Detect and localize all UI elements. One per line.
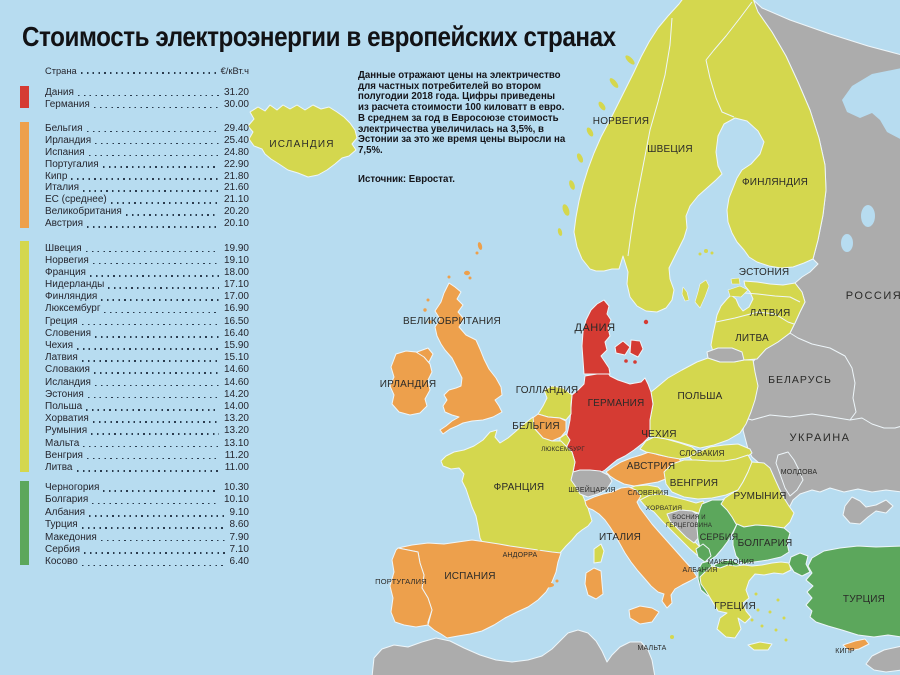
svg-text:ГЕРМАНИЯ: ГЕРМАНИЯ — [588, 398, 645, 409]
svg-text:БОСНИЯ И: БОСНИЯ И — [672, 515, 705, 521]
svg-text:ГРЕЦИЯ: ГРЕЦИЯ — [714, 601, 756, 612]
svg-text:МАКЕДОНИЯ: МАКЕДОНИЯ — [708, 559, 754, 566]
svg-text:ФРАНЦИЯ: ФРАНЦИЯ — [494, 482, 545, 493]
svg-text:НОРВЕГИЯ: НОРВЕГИЯ — [593, 116, 649, 127]
svg-text:ЭСТОНИЯ: ЭСТОНИЯ — [739, 267, 790, 278]
svg-text:ХОРВАТИЯ: ХОРВАТИЯ — [646, 505, 683, 512]
svg-text:БОЛГАРИЯ: БОЛГАРИЯ — [738, 538, 793, 549]
svg-text:ШВЕЙЦАРИЯ: ШВЕЙЦАРИЯ — [568, 485, 615, 494]
svg-text:ФИНЛЯНДИЯ: ФИНЛЯНДИЯ — [742, 177, 808, 188]
svg-text:ТУРЦИЯ: ТУРЦИЯ — [843, 594, 885, 605]
svg-text:ШВЕЦИЯ: ШВЕЦИЯ — [647, 144, 693, 155]
svg-text:ИТАЛИЯ: ИТАЛИЯ — [599, 532, 641, 543]
svg-text:ГЕРЦЕГОВИНА: ГЕРЦЕГОВИНА — [666, 523, 712, 529]
svg-text:ГОЛЛАНДИЯ: ГОЛЛАНДИЯ — [516, 385, 579, 396]
svg-text:СЛОВЕНИЯ: СЛОВЕНИЯ — [628, 490, 669, 497]
svg-text:БЕЛЬГИЯ: БЕЛЬГИЯ — [512, 421, 560, 432]
svg-text:ЛАТВИЯ: ЛАТВИЯ — [750, 308, 791, 319]
svg-text:МАЛЬТА: МАЛЬТА — [637, 645, 666, 652]
svg-text:АНДОРРА: АНДОРРА — [503, 552, 538, 559]
svg-text:РУМЫНИЯ: РУМЫНИЯ — [733, 491, 786, 502]
svg-text:ИСЛАНДИЯ: ИСЛАНДИЯ — [269, 139, 334, 150]
svg-text:СЕРБИЯ: СЕРБИЯ — [700, 532, 739, 542]
svg-text:КИПР: КИПР — [835, 648, 855, 655]
svg-text:АВСТРИЯ: АВСТРИЯ — [627, 461, 676, 472]
svg-text:АЛБАНИЯ: АЛБАНИЯ — [682, 567, 717, 574]
svg-text:РОССИЯ: РОССИЯ — [846, 290, 900, 302]
svg-text:ПОРТУГАЛИЯ: ПОРТУГАЛИЯ — [375, 577, 427, 586]
svg-text:ЛЮКСЕМБУРГ: ЛЮКСЕМБУРГ — [541, 447, 585, 453]
svg-text:МОЛДОВА: МОЛДОВА — [781, 469, 818, 476]
svg-text:ИСПАНИЯ: ИСПАНИЯ — [444, 571, 495, 582]
svg-text:ДАНИЯ: ДАНИЯ — [574, 322, 615, 334]
svg-text:ЛИТВА: ЛИТВА — [735, 333, 769, 344]
svg-text:ЧЕХИЯ: ЧЕХИЯ — [641, 429, 676, 440]
svg-text:ИРЛАНДИЯ: ИРЛАНДИЯ — [380, 379, 437, 390]
svg-text:БЕЛАРУСЬ: БЕЛАРУСЬ — [768, 374, 832, 386]
svg-text:СЛОВАКИЯ: СЛОВАКИЯ — [679, 449, 724, 458]
svg-text:УКРАИНА: УКРАИНА — [789, 432, 850, 444]
svg-text:ВЕЛИКОБРИТАНИЯ: ВЕЛИКОБРИТАНИЯ — [403, 316, 501, 327]
svg-text:ВЕНГРИЯ: ВЕНГРИЯ — [670, 478, 718, 489]
svg-text:ПОЛЬША: ПОЛЬША — [677, 391, 722, 402]
